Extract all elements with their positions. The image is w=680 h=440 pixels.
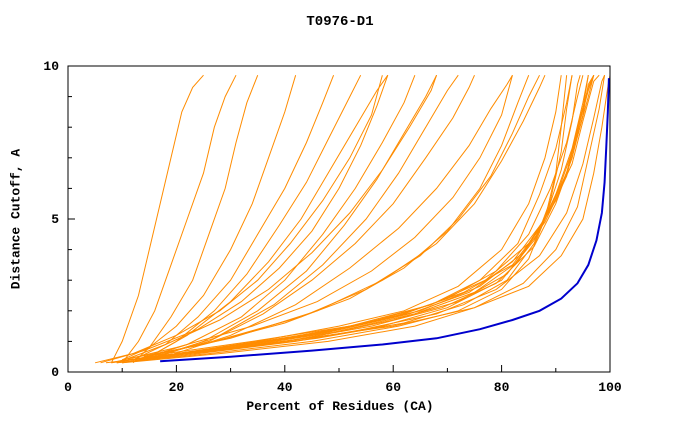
- x-tick-label: 0: [64, 380, 72, 395]
- x-tick-label: 40: [277, 380, 293, 395]
- model-curve: [122, 75, 606, 364]
- model-curve: [132, 75, 335, 361]
- model-curve: [149, 74, 438, 361]
- y-tick-label: 5: [51, 212, 59, 227]
- model-curve: [122, 75, 595, 364]
- model-curve: [132, 74, 540, 361]
- model-curve: [149, 74, 389, 358]
- model-curve: [138, 75, 581, 361]
- model-curve: [132, 75, 584, 361]
- model-curve: [154, 74, 459, 358]
- x-tick-label: 60: [385, 380, 401, 395]
- model-curve: [111, 75, 562, 364]
- x-axis-label: Percent of Residues (CA): [246, 399, 434, 414]
- model-curve: [122, 75, 530, 361]
- model-curve: [149, 75, 611, 358]
- model-curve: [127, 74, 595, 361]
- y-tick-label: 0: [51, 365, 59, 380]
- model-curve: [132, 74, 606, 361]
- best-model-curve: [160, 78, 610, 363]
- y-tick-label: 10: [43, 59, 59, 74]
- model-curve: [116, 75, 438, 364]
- model-curve: [132, 75, 259, 364]
- model-curve: [143, 74, 546, 358]
- model-curve: [111, 75, 513, 364]
- model-curve: [154, 74, 475, 358]
- model-curve: [100, 75, 389, 364]
- model-curve: [138, 74, 600, 361]
- model-curve: [121, 74, 237, 364]
- x-tick-label: 80: [494, 380, 510, 395]
- model-curve: [143, 74, 362, 361]
- model-curve: [110, 74, 204, 364]
- chart-title: T0976-D1: [306, 14, 374, 30]
- model-curve: [121, 75, 297, 361]
- model-curve: [127, 75, 573, 361]
- model-curve: [165, 74, 513, 358]
- x-tick-label: 20: [169, 380, 185, 395]
- model-curve: [116, 75, 568, 364]
- model-curve: [94, 75, 383, 364]
- model-curve: [122, 75, 573, 364]
- model-curve: [138, 75, 416, 361]
- x-tick-label: 100: [598, 380, 622, 395]
- model-curve: [132, 75, 595, 361]
